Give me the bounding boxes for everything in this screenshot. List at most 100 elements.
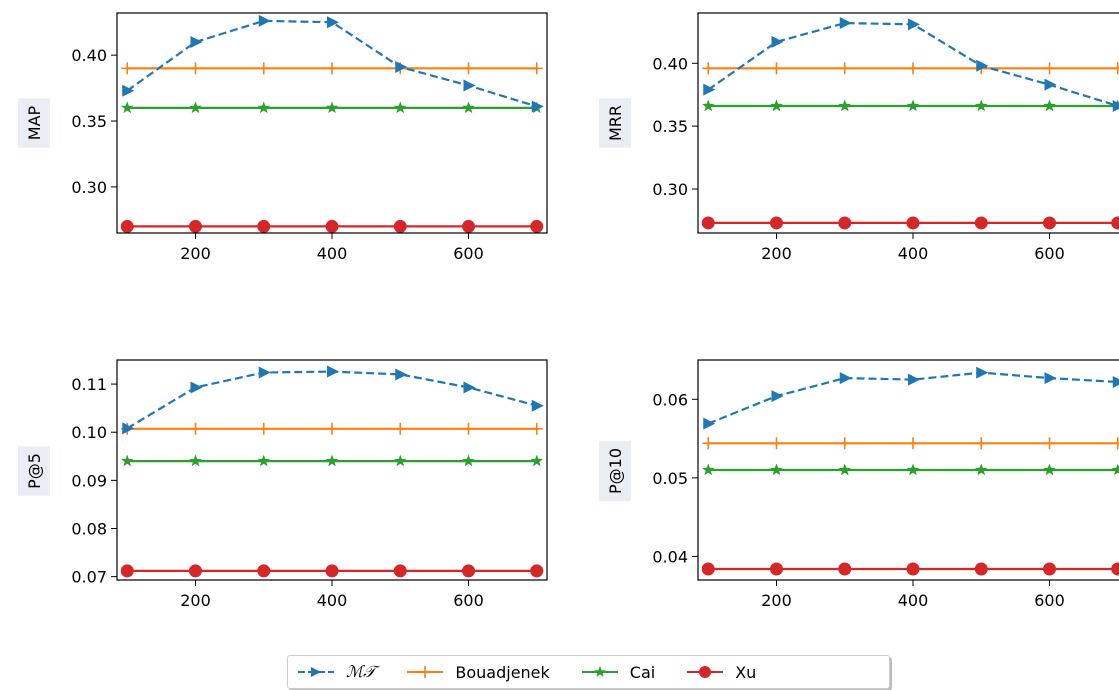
data-point <box>325 101 339 114</box>
y-tick-label: 0.35 <box>71 112 107 131</box>
data-point <box>530 219 544 233</box>
data-point <box>327 365 339 378</box>
y-axis-label-box <box>18 446 50 496</box>
data-point <box>190 381 203 394</box>
data-point <box>1043 216 1057 230</box>
legend-item-mt: ℳ𝒯 <box>296 662 375 682</box>
data-point <box>395 368 408 381</box>
data-point <box>463 79 476 92</box>
data-point <box>769 216 783 230</box>
x-tick-label: 400 <box>898 244 929 263</box>
data-point <box>1043 463 1056 476</box>
data-point <box>462 564 476 578</box>
x-tick-label: 600 <box>453 244 484 263</box>
data-point <box>189 101 202 114</box>
x-tick-label: 600 <box>1034 244 1065 263</box>
data-point <box>974 216 988 230</box>
legend: ℳ𝒯 Bouadjenek Cai Xu <box>287 655 890 689</box>
legend-item-xu: Xu <box>685 663 756 682</box>
series-cai <box>702 463 1119 476</box>
y-axis-label: P@10 <box>599 441 631 501</box>
data-point <box>908 373 920 386</box>
data-point <box>906 463 920 476</box>
data-point <box>121 454 134 467</box>
legend-item-bouadjenek: Bouadjenek <box>405 662 550 682</box>
data-point <box>976 366 989 379</box>
data-point <box>906 216 920 230</box>
legend-label-cai: Cai <box>629 662 656 682</box>
data-point <box>395 61 408 74</box>
data-point <box>770 99 783 112</box>
legend-swatch-mt <box>298 667 334 677</box>
data-point <box>908 18 920 31</box>
x-tick-label: 200 <box>761 591 792 610</box>
data-point <box>325 564 339 578</box>
series-mt <box>703 17 1119 113</box>
plot-frame <box>697 12 1119 234</box>
y-axis-label-text: P@10 <box>606 448 625 494</box>
series-cai <box>702 99 1119 112</box>
data-point <box>122 84 135 97</box>
data-point <box>839 372 852 385</box>
panel-map: 200 400 600 0.30 0.35 0.40 MAP <box>18 12 548 263</box>
data-point <box>121 101 134 114</box>
y-axis-label-box <box>599 98 631 148</box>
data-point <box>257 219 271 233</box>
data-point <box>975 463 988 476</box>
series-bouadjenek <box>121 422 543 435</box>
data-point <box>974 562 988 576</box>
data-point <box>1043 99 1056 112</box>
data-point <box>257 454 270 467</box>
data-point <box>975 99 988 112</box>
y-tick-label: 0.07 <box>71 568 107 587</box>
data-point <box>1044 78 1057 91</box>
x-tick-label: 400 <box>317 591 348 610</box>
legend-swatch-bouadjenek <box>407 666 444 678</box>
data-point <box>702 463 715 476</box>
data-point <box>530 454 543 467</box>
data-point <box>530 564 544 578</box>
data-point <box>838 463 851 476</box>
data-point <box>838 99 851 112</box>
y-tick-label: 0.30 <box>652 180 688 199</box>
y-tick-label: 0.40 <box>71 46 107 65</box>
data-point <box>189 454 202 467</box>
data-point <box>190 35 203 48</box>
x-tick-label: 200 <box>180 591 211 610</box>
series-line-mt <box>126 370 538 430</box>
y-axis-label-text: MRR <box>606 105 625 141</box>
data-point <box>188 219 202 233</box>
y-tick-label: 0.09 <box>71 471 107 490</box>
data-point <box>1112 376 1119 388</box>
plot-frame <box>697 359 1119 581</box>
series-xu <box>120 219 544 233</box>
data-point <box>1112 100 1119 113</box>
data-point <box>770 463 783 476</box>
panel-mrr: 200 400 600 0.30 0.35 0.40 MRR <box>599 12 1119 263</box>
data-point <box>703 417 716 430</box>
x-tick-label: 400 <box>317 244 348 263</box>
data-point <box>257 101 270 114</box>
data-point <box>122 422 135 435</box>
data-point <box>906 99 920 112</box>
x-tick-label: 200 <box>180 244 211 263</box>
data-point <box>327 16 339 29</box>
data-point <box>258 366 271 379</box>
data-point <box>325 454 339 467</box>
data-point <box>1044 372 1057 385</box>
x-tick-label: 600 <box>1034 591 1065 610</box>
data-point <box>703 83 716 96</box>
data-point <box>838 562 852 576</box>
series-mt <box>703 366 1119 430</box>
legend-label-bouadjenek: Bouadjenek <box>455 662 550 682</box>
y-tick-label: 0.05 <box>652 469 688 488</box>
data-point <box>771 35 784 48</box>
data-point <box>701 562 715 576</box>
series-mt <box>122 365 544 435</box>
data-point <box>393 219 407 233</box>
y-tick-label: 0.04 <box>652 547 688 566</box>
data-point <box>120 564 134 578</box>
series-mt <box>122 14 544 113</box>
panel-pat5: 200 400 600 0.07 0.08 0.09 0.10 0.11 P@5 <box>18 359 548 610</box>
